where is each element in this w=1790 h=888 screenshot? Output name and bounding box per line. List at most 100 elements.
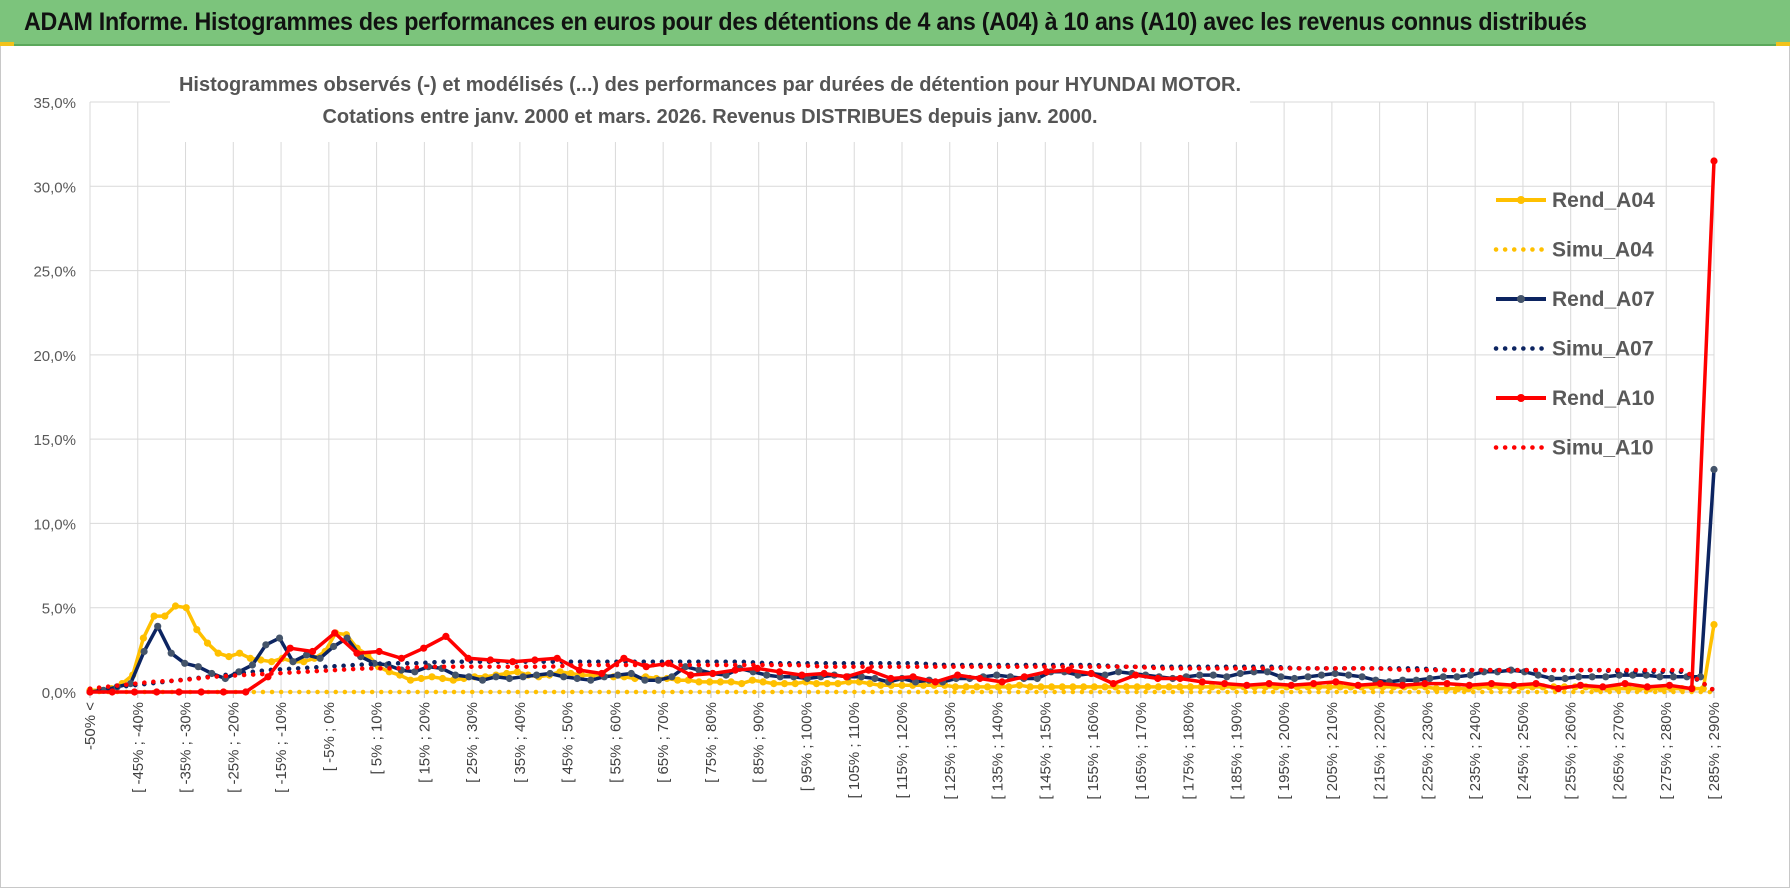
data-point-rend-a04 [877,681,885,689]
legend-marker-rend-a04 [1517,196,1525,204]
data-point-rend-a04 [770,680,778,688]
data-point-rend-a07 [1033,674,1041,683]
data-point-rend-a07 [573,674,581,683]
data-point-rend-a10 [1688,685,1696,693]
data-point-rend-a04 [706,678,714,686]
x-tick-label: [ 65% ; 70% [655,702,672,783]
data-point-rend-a10 [1310,680,1318,688]
y-tick-label: 25,0% [33,264,76,281]
data-point-rend-a07 [181,659,189,667]
data-point-rend-a10 [1221,680,1229,688]
data-point-rend-a10 [286,644,294,652]
data-point-rend-a10 [842,673,851,681]
data-point-rend-a04 [203,639,212,647]
data-point-rend-a07 [681,663,690,671]
data-point-rend-a04 [1090,683,1098,691]
data-point-rend-a10 [1198,678,1206,686]
data-point-rend-a07 [1277,673,1285,681]
legend-marker-rend-a07 [1517,295,1525,303]
data-point-rend-a07 [1439,673,1447,681]
data-point-rend-a04 [919,681,928,689]
x-axis-ticks: -50% < [ -45% ; -40% [ -35% ; -30% [ -25% ;… [82,702,1723,800]
data-point-rend-a04 [567,669,575,678]
data-point-rend-a07 [1358,673,1366,681]
data-point-rend-a10 [242,688,250,696]
data-point-rend-a07 [1331,669,1339,678]
x-tick-label: [ 95% ; 100% [798,702,815,791]
data-point-rend-a10 [798,671,806,679]
data-point-rend-a07 [857,673,866,681]
data-point-rend-a04 [1101,683,1109,691]
data-point-rend-a10 [1043,668,1051,676]
data-point-rend-a07 [1209,671,1217,679]
data-point-rend-a07 [1602,673,1610,681]
data-point-rend-a10 [731,666,739,674]
data-point-rend-a04 [161,612,169,620]
data-point-rend-a07 [871,674,879,683]
data-point-rend-a10 [687,671,695,679]
data-point-rend-a10 [1532,680,1540,688]
page-title: ADAM Informe. Histogrammes des performan… [24,8,1587,36]
data-point-rend-a07 [1453,673,1461,681]
data-point-rend-a04 [1122,683,1130,691]
data-point-rend-a07 [560,673,568,681]
x-tick-label: [ 105% ; 110% [846,702,863,798]
data-point-rend-a04 [257,656,265,664]
data-point-rend-a07 [1304,673,1312,681]
data-point-rend-a10 [1510,681,1518,689]
data-point-rend-a04 [898,681,906,689]
data-point-rend-a04 [171,602,180,610]
data-point-rend-a10 [620,654,628,662]
data-point-rend-a10 [442,632,450,641]
data-point-rend-a07 [993,671,1001,679]
data-point-rend-a10 [1398,681,1407,689]
grid-lines [89,101,1715,698]
legend-label-simu-a10: Simu_A10 [1552,437,1654,460]
x-tick-label: [ 155% ; 160% [1085,702,1102,800]
data-point-rend-a07 [465,673,473,681]
data-point-rend-a10 [1354,681,1362,689]
data-point-rend-a04 [994,683,1002,691]
y-tick-label: 20,0% [33,348,76,365]
data-point-rend-a10 [1576,681,1585,689]
y-tick-label: 5,0% [42,601,76,618]
data-point-rend-a10 [1465,681,1473,689]
data-point-rend-a10 [464,654,472,662]
x-tick-label: [ -15% ; -10% [273,702,290,793]
data-point-rend-a07 [411,668,419,676]
series-layer [86,157,1718,696]
data-point-rend-a10 [976,674,984,683]
data-point-rend-a10 [931,678,940,686]
data-point-rend-a07 [248,661,256,669]
x-tick-label: [ 175% ; 180% [1181,702,1198,800]
x-tick-label: [ 145% ; 150% [1037,702,1054,800]
data-point-rend-a07 [1575,673,1583,681]
data-point-rend-a07 [1317,671,1326,679]
data-point-rend-a04 [716,678,725,686]
data-point-rend-a04 [973,683,981,691]
data-point-rend-a10 [598,669,606,678]
data-point-rend-a07 [1426,674,1434,683]
x-tick-label: [ 225% ; 230% [1419,702,1436,800]
data-point-rend-a10 [1132,671,1140,679]
data-point-rend-a10 [420,644,428,652]
data-point-rend-a10 [1287,681,1295,689]
data-point-rend-a04 [834,680,842,688]
legend-label-rend-a07: Rend_A07 [1552,288,1655,311]
data-point-rend-a04 [439,674,447,683]
data-point-rend-a07 [533,671,541,679]
x-tick-label: [ 35% ; 40% [512,702,529,783]
data-point-rend-a07 [763,671,771,679]
x-tick-label: [ 215% ; 220% [1372,702,1389,800]
data-point-rend-a04 [193,626,201,634]
data-point-rend-a07 [1710,465,1718,474]
data-point-rend-a07 [262,641,270,649]
data-point-rend-a07 [1534,671,1542,679]
data-point-rend-a10 [909,673,917,681]
data-point-rend-a10 [1176,674,1184,683]
data-point-rend-a10 [375,647,383,656]
data-point-rend-a07 [1263,668,1271,676]
data-point-rend-a10 [1154,674,1162,683]
data-point-rend-a04 [983,683,992,691]
x-tick-label: [ 45% ; 50% [560,702,577,783]
